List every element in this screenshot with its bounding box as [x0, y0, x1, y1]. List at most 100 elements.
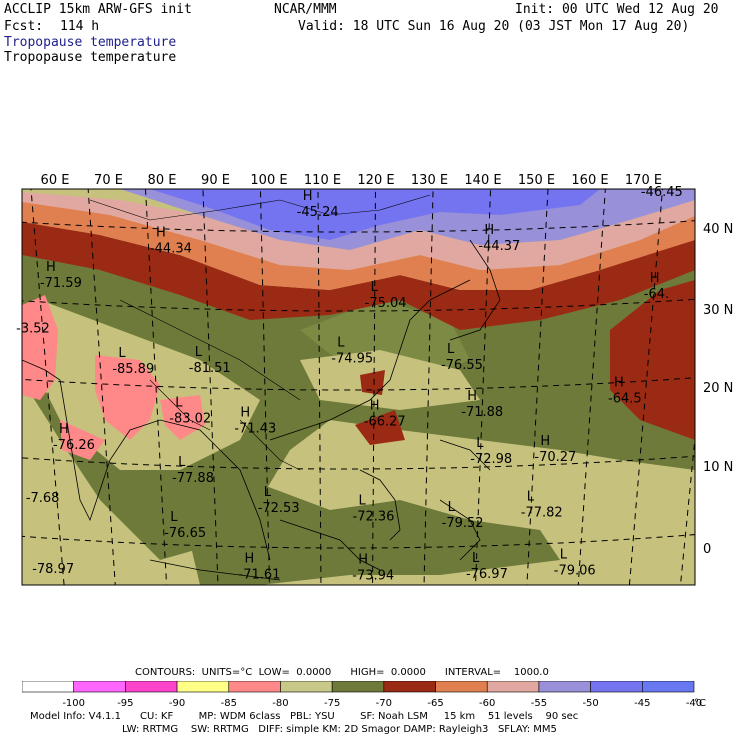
legend-tick-label: -70: [376, 698, 392, 709]
low-marker: L: [527, 490, 535, 505]
extremum-value: -64.: [644, 287, 669, 302]
extremum-value: -7.68: [26, 491, 60, 506]
high-marker: H: [59, 422, 69, 437]
meridian-line: [259, 189, 270, 585]
extremum-value: -45.24: [297, 205, 339, 220]
extremum-value: -76.26: [53, 438, 95, 453]
low-marker: L: [476, 436, 484, 451]
legend-swatch: [383, 681, 436, 693]
low-marker: L: [448, 500, 456, 515]
low-marker: L: [178, 455, 186, 470]
org-label: NCAR/MMM: [274, 2, 337, 17]
longitude-labels: 60 E 70 E 80 E 90 E 100 E 110 E 120 E 130 E 140 …: [41, 173, 663, 188]
legend-tick-label: -65: [427, 698, 443, 709]
init-time: Init: 00 UTC Wed 12 Aug 20: [515, 2, 719, 17]
low-marker: L: [118, 346, 126, 361]
low-marker: L: [170, 510, 178, 525]
color-legend: -100 -95 -90 -85 -80 -75 -70 -65 -60 -55 -50 -45 -40…: [22, 681, 706, 709]
legend-tick-label: -90: [169, 698, 185, 709]
low-marker: L: [175, 396, 183, 411]
model-info-line2: LW: RRTMG SW: RRTMG DIFF: simple KM: 2D …: [122, 724, 557, 735]
latitude-labels: 40 N 30 N 20 N 10 N 0: [703, 222, 733, 557]
map-frame: [21, 188, 696, 586]
contours-info: CONTOURS: UNITS=°C LOW= 0.0000 HIGH= 0.0…: [135, 667, 549, 678]
longitude-label: 90 E: [201, 173, 230, 188]
low-marker: L: [447, 342, 455, 357]
latitude-label: 0: [703, 542, 711, 557]
extremum-value: -76.55: [441, 358, 483, 373]
legend-tick-label: -75: [324, 698, 340, 709]
extremum-value: -71.43: [234, 421, 276, 436]
coastlines: [22, 239, 501, 581]
legend-swatch: [125, 681, 178, 693]
high-marker: H: [484, 223, 494, 238]
longitude-label: 170 E: [625, 173, 662, 188]
legend-swatch: [176, 681, 230, 693]
parallel-line: [22, 534, 695, 549]
extremum-value: -75.04: [365, 296, 407, 311]
low-marker: L: [560, 547, 568, 562]
extremum-value: -78.97: [32, 562, 74, 577]
legend-unit: °C: [694, 698, 706, 709]
low-marker: L: [195, 345, 203, 360]
legend-tick-label: -50: [582, 698, 598, 709]
extremum-value: -79.06: [554, 563, 596, 578]
legend-tick-label: -45: [634, 698, 650, 709]
legend-tick-label: -95: [117, 698, 133, 709]
extremum-value: -44.34: [150, 241, 192, 256]
field-title-blue: Tropopause temperature: [4, 35, 177, 50]
model-info-line1: Model Info: V4.1.1 CU: KF MP: WDM 6class…: [30, 711, 579, 722]
legend-tick-label: -100: [62, 698, 85, 709]
extremum-value: -77.88: [172, 471, 214, 486]
extremum-value: -70.27: [534, 450, 576, 465]
longitude-label: 110 E: [304, 173, 341, 188]
meridian-line: [475, 189, 492, 585]
latitude-label: 10 N: [703, 460, 733, 475]
field-title: Tropopause temperature: [4, 50, 177, 65]
high-marker: H: [467, 389, 477, 404]
legend-tick-label: -80: [272, 698, 288, 709]
extremum-value: -46.45: [641, 185, 683, 200]
valid-time: Valid: 18 UTC Sun 16 Aug 20 (03 JST Mon …: [298, 19, 690, 34]
legend-swatch: [22, 681, 74, 693]
meridian-line: [202, 189, 219, 585]
longitude-label: 120 E: [357, 173, 394, 188]
legend-swatch: [642, 681, 695, 693]
extremum-value: -72.98: [470, 452, 512, 467]
low-marker: L: [337, 335, 345, 350]
high-marker: H: [370, 399, 380, 414]
country-borders: [89, 194, 431, 471]
legend-tick-label: -85: [221, 698, 237, 709]
tropopause-temperature-map: 60 E 70 E 80 E 90 E 100 E 110 E 120 E 130 E 140 …: [16, 173, 733, 586]
longitude-label: 100 E: [250, 173, 287, 188]
legend-swatch: [73, 681, 126, 693]
extremum-value: -76.65: [164, 526, 206, 541]
longitude-label: 60 E: [41, 173, 70, 188]
meridian-line: [423, 189, 434, 585]
legend-tick-label: -55: [531, 698, 547, 709]
extrema-labels: H-45.24H-44.34H-44.37-46.45H-71.59 L-75.0…: [16, 185, 683, 584]
extremum-value: -79.52: [442, 516, 484, 531]
extremum-value: -44.37: [478, 239, 520, 254]
extremum-value: -74.95: [331, 351, 373, 366]
high-marker: H: [358, 553, 368, 568]
latitude-label: 20 N: [703, 381, 733, 396]
latitude-label: 40 N: [703, 222, 733, 237]
parallel-line: [22, 220, 695, 233]
legend-swatch: [486, 681, 540, 693]
extremum-value: -71.88: [461, 405, 503, 420]
low-marker: L: [264, 485, 272, 500]
map-fill-layer: [22, 189, 695, 585]
extremum-value: -71.59: [40, 276, 82, 291]
extremum-value: -85.89: [112, 362, 154, 377]
high-marker: H: [614, 375, 624, 390]
parallel-line: [22, 298, 695, 312]
longitude-label: 130 E: [411, 173, 448, 188]
legend-tick-label: -40: [686, 698, 702, 709]
legend-swatch: [280, 681, 333, 693]
latitude-label: 30 N: [703, 303, 733, 318]
high-marker: H: [156, 225, 166, 240]
legend-swatch: [435, 681, 488, 693]
meridian-line: [679, 433, 695, 585]
model-title: ACCLIP 15km ARW-GFS init: [4, 2, 192, 17]
